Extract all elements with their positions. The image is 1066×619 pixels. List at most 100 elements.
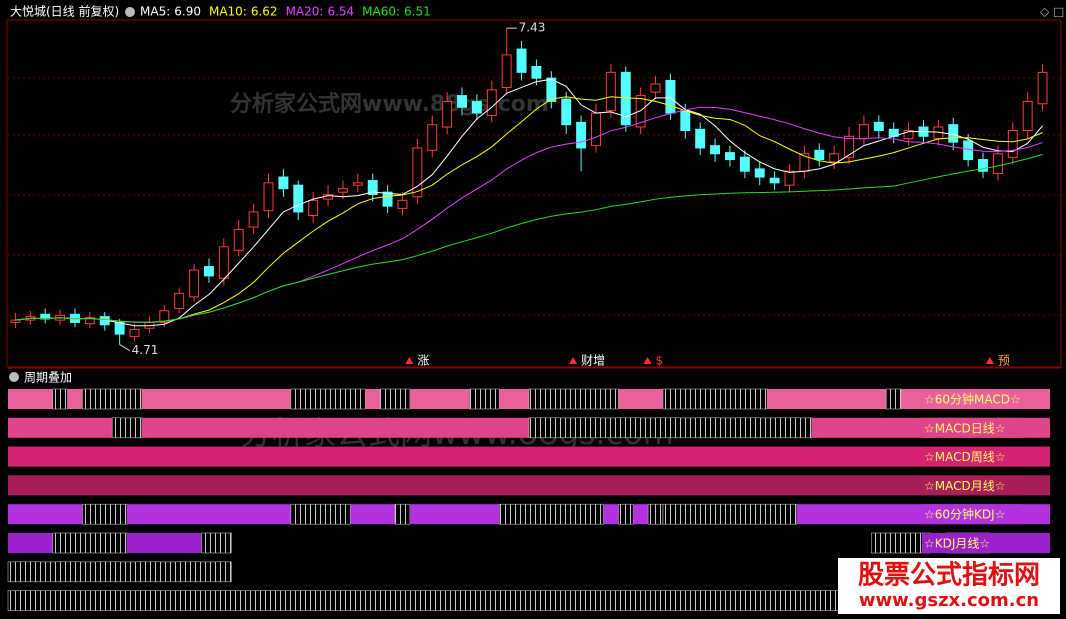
state-segment xyxy=(633,504,649,525)
candle-body xyxy=(963,140,974,161)
state-segment xyxy=(290,388,366,410)
candle-body xyxy=(278,176,289,190)
menu-icon[interactable] xyxy=(125,7,135,17)
state-segment xyxy=(365,389,381,409)
row-label-background xyxy=(922,475,1022,496)
signal-arrow xyxy=(569,357,578,364)
candle-body xyxy=(576,121,587,149)
legend-label: MA60: xyxy=(362,5,400,19)
candle-body xyxy=(605,71,616,112)
state-segment xyxy=(8,475,1050,496)
state-segment xyxy=(8,417,113,438)
low-pointer xyxy=(119,344,130,351)
signal-arrow xyxy=(985,357,994,364)
candle-body xyxy=(397,199,408,209)
state-segment xyxy=(767,389,887,409)
state-segment xyxy=(52,532,128,554)
state-segment xyxy=(8,389,53,409)
row-label: ☆60分钟KDJ☆ xyxy=(924,507,1005,522)
state-segment xyxy=(498,503,604,525)
row-label: ☆KDJ月线☆ xyxy=(924,537,990,551)
state-segment xyxy=(499,389,529,409)
candle-body xyxy=(695,128,706,149)
candle-body xyxy=(457,95,467,108)
candle-body xyxy=(1037,71,1048,105)
moving-average xyxy=(15,154,1043,323)
state-segment xyxy=(618,389,663,409)
candle-body xyxy=(546,77,557,102)
candle-body xyxy=(174,292,185,309)
moving-average xyxy=(15,78,1043,327)
brand-background xyxy=(838,558,1060,614)
candle-body xyxy=(784,170,795,186)
candle-body xyxy=(635,95,646,128)
legend-label: MA5: xyxy=(140,5,170,19)
row-label: ☆MACD日线☆ xyxy=(924,421,1006,435)
candle-body xyxy=(903,130,914,140)
state-segment xyxy=(603,504,619,525)
candle-body xyxy=(710,145,721,155)
legend-label: MA10: xyxy=(209,5,247,19)
candle-body xyxy=(114,321,125,335)
panel-icon[interactable] xyxy=(9,372,19,382)
state-segment xyxy=(52,388,68,410)
candle-body xyxy=(844,135,855,158)
price-frame xyxy=(6,19,1062,368)
row-label-background xyxy=(922,417,1022,438)
state-segment xyxy=(8,504,83,525)
candle-body xyxy=(159,310,170,323)
state-segment xyxy=(8,446,1050,467)
candle-body xyxy=(1022,100,1033,132)
state-segment xyxy=(409,389,470,409)
state-segment xyxy=(290,503,351,525)
legend-value: 6.90 xyxy=(174,5,201,19)
state-segment xyxy=(127,533,202,553)
low-label: 4.71 xyxy=(132,343,159,357)
candle-body xyxy=(754,168,765,178)
candle-body xyxy=(263,182,274,212)
candle-body xyxy=(352,182,363,186)
signal-label: 财增 xyxy=(581,354,605,368)
legend-value: 6.51 xyxy=(404,5,431,19)
candle-body xyxy=(382,191,393,207)
candle-body xyxy=(367,180,378,195)
candle-body xyxy=(337,188,348,193)
state-segment xyxy=(394,503,411,525)
row-label: ☆MACD月线☆ xyxy=(924,479,1006,493)
candle-body xyxy=(873,121,884,132)
candle-body xyxy=(561,98,572,126)
window-icon[interactable]: ◇ □ xyxy=(1040,5,1064,19)
candle-body xyxy=(203,266,214,277)
state-segment xyxy=(111,417,143,439)
state-segment xyxy=(141,389,291,409)
candle-body xyxy=(531,66,542,79)
state-segment xyxy=(7,561,232,583)
row-label-background xyxy=(922,504,1022,525)
candle-body xyxy=(10,319,21,323)
state-segment xyxy=(127,504,291,525)
state-segment xyxy=(350,504,396,525)
candle-body xyxy=(248,211,259,228)
state-segment xyxy=(618,503,634,525)
state-segment xyxy=(409,504,500,525)
brand-box: 股票公式指标网 www.gszx.com.cn xyxy=(838,558,1060,614)
candle-body xyxy=(516,48,527,73)
candle-body xyxy=(501,54,512,88)
state-segment xyxy=(141,417,529,438)
candle-body xyxy=(442,100,453,128)
candle-body xyxy=(471,100,482,114)
candle-body xyxy=(978,159,988,172)
candle-body xyxy=(427,124,438,151)
candle-body xyxy=(1007,130,1018,158)
state-segment xyxy=(82,503,128,525)
candle-body xyxy=(858,124,869,140)
signal-label: 预 xyxy=(998,354,1010,368)
brand-url: www.gszx.com.cn xyxy=(859,590,1039,611)
candle-body xyxy=(486,89,497,116)
row-label-background xyxy=(922,389,1022,409)
signal-label: $ xyxy=(656,354,664,368)
state-segment xyxy=(647,503,664,525)
state-segment xyxy=(201,532,232,554)
candle-body xyxy=(308,199,319,216)
